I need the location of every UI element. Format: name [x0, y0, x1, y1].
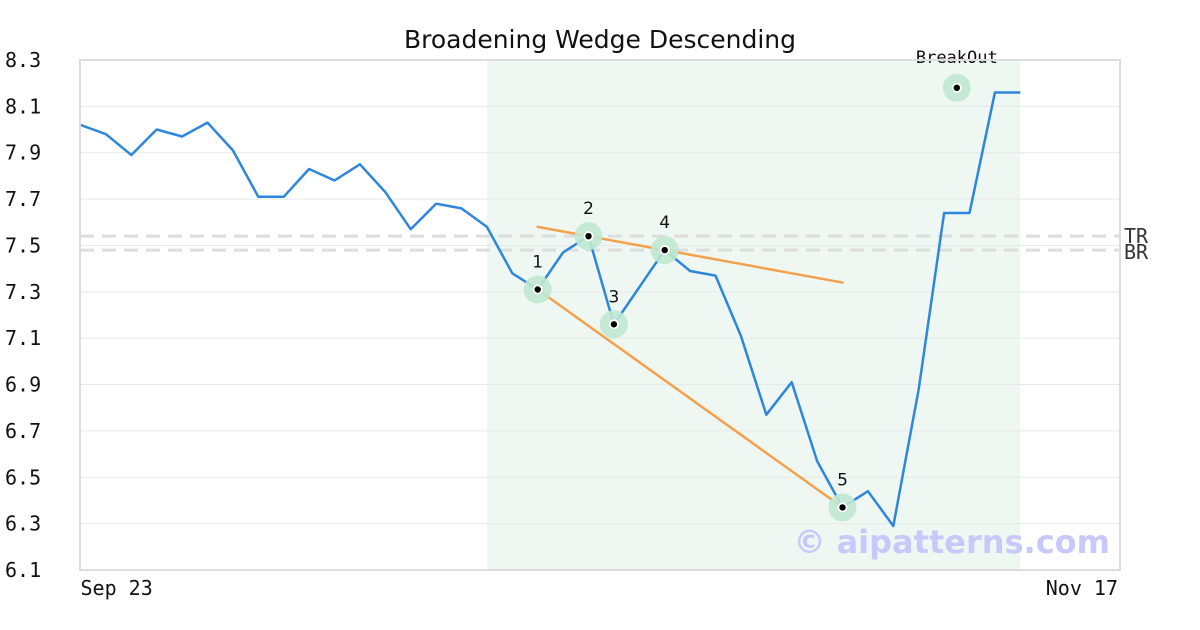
plot-frame — [79, 59, 1121, 571]
watermark-text: © aipatterns.com — [793, 523, 1110, 561]
y-tick-label: 6.9 — [5, 373, 41, 397]
y-tick-label: 6.1 — [5, 558, 41, 582]
pattern-point-label: 5 — [837, 470, 848, 490]
reference-line-label: BR — [1124, 240, 1149, 264]
y-tick-label: 7.1 — [5, 326, 41, 350]
trendline — [536, 288, 844, 509]
pattern-point-dot — [610, 321, 618, 328]
y-tick-label: 6.7 — [5, 419, 41, 443]
series-line — [80, 91, 1021, 528]
y-tick-label: 6.5 — [5, 465, 41, 489]
breakout-point-dot — [953, 84, 960, 92]
y-tick-label: 7.5 — [5, 233, 41, 257]
breakout-label: BreakOut — [916, 48, 998, 68]
x-tick-label: Sep 23 — [81, 576, 153, 600]
pattern-point-dot — [661, 246, 668, 254]
pattern-point-label: 1 — [532, 253, 543, 273]
y-axis-ticks: 8.3 8.1 7.9 7.7 7.5 7.3 7.1 6.9 6.7 6.5 6.3 6.1 — [5, 48, 41, 582]
price-series — [80, 91, 1021, 528]
y-tick-label: 7.7 — [5, 187, 41, 211]
pattern-point-label: 3 — [608, 287, 619, 307]
y-tick-label: 8.3 — [5, 48, 41, 72]
pattern-region — [486, 60, 1021, 570]
y-tick-label: 7.9 — [5, 141, 41, 165]
pattern-point-label: 2 — [583, 199, 594, 219]
y-tick-label: 6.3 — [5, 512, 41, 536]
y-tick-label: 8.1 — [5, 94, 41, 118]
x-axis-ticks: Sep 23 Nov 17 — [81, 576, 1119, 600]
pattern-point-dot — [585, 232, 592, 240]
x-tick-label: Nov 17 — [1046, 576, 1118, 600]
y-tick-label: 7.3 — [5, 280, 41, 304]
pattern-region-layer — [486, 60, 1021, 570]
pattern-point-label: 4 — [659, 213, 670, 233]
pattern-markers: 1 2 3 4 5 BreakOut — [523, 48, 998, 522]
chart-title: Broadening Wedge Descending — [404, 25, 796, 54]
pattern-point-dot — [839, 504, 846, 511]
reference-line-label: TR — [1124, 224, 1149, 248]
pattern-point-dot — [534, 286, 541, 293]
